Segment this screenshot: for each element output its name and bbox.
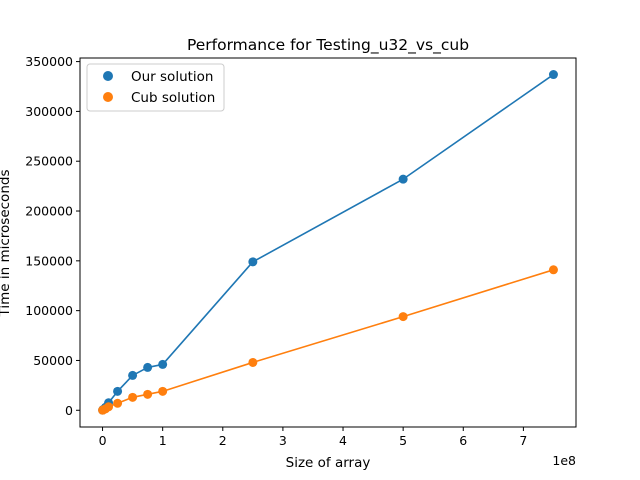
legend-marker-cub-solution (103, 92, 113, 102)
data-point-cub-solution (398, 312, 408, 322)
legend: Our solution Cub solution (86, 63, 225, 112)
x-axis-label: Size of array (286, 455, 371, 471)
data-point-our-solution (128, 370, 138, 380)
data-point-cub-solution (158, 386, 168, 396)
axes-frame (79, 57, 577, 428)
y-tick-label: 250000 (25, 154, 73, 169)
x-tick-label: 5 (399, 433, 407, 448)
y-tick-label: 200000 (25, 204, 73, 219)
legend-label-cub-solution: Cub solution (131, 90, 215, 106)
series-line-cub-solution (102, 269, 554, 411)
data-point-cub-solution (248, 357, 258, 367)
data-point-cub-solution (104, 402, 114, 412)
x-tick-label: 0 (99, 433, 107, 448)
x-tick-label: 2 (219, 433, 227, 448)
data-point-our-solution (398, 174, 408, 184)
y-tick-label: 150000 (25, 253, 73, 268)
data-point-our-solution (143, 362, 153, 372)
y-axis: 0 50000 100000 150000 200000 250000 300000 3500… (25, 54, 80, 418)
data-point-our-solution (158, 359, 168, 369)
y-tick-label: 0 (65, 403, 73, 418)
plot-area (98, 70, 558, 415)
y-tick-label: 100000 (25, 303, 73, 318)
series-line-our-solution (101, 73, 554, 411)
data-point-cub-solution (113, 398, 123, 408)
x-tick-label: 4 (339, 433, 347, 448)
data-point-cub-solution (143, 389, 153, 399)
y-tick-label: 50000 (33, 353, 73, 368)
y-tick-label: 300000 (25, 104, 73, 119)
data-point-cub-solution (128, 392, 138, 402)
data-point-our-solution (548, 70, 558, 80)
legend-marker-our-solution (103, 71, 113, 81)
x-tick-label: 6 (459, 433, 467, 448)
x-tick-label: 1 (159, 433, 167, 448)
data-point-our-solution (113, 386, 123, 396)
data-point-cub-solution (548, 265, 558, 275)
chart-title: Performance for Testing_u32_vs_cub (187, 36, 469, 55)
x-axis-offset-text: 1e8 (552, 453, 576, 468)
y-tick-label: 350000 (25, 54, 73, 69)
legend-label-our-solution: Our solution (131, 69, 213, 85)
x-tick-label: 3 (279, 433, 287, 448)
data-point-our-solution (248, 257, 258, 267)
legend-box (86, 63, 225, 112)
y-axis-label: Time in microseconds (0, 170, 13, 318)
x-tick-label: 7 (519, 433, 527, 448)
x-axis: 0 1 2 3 4 5 6 7 (99, 427, 527, 448)
